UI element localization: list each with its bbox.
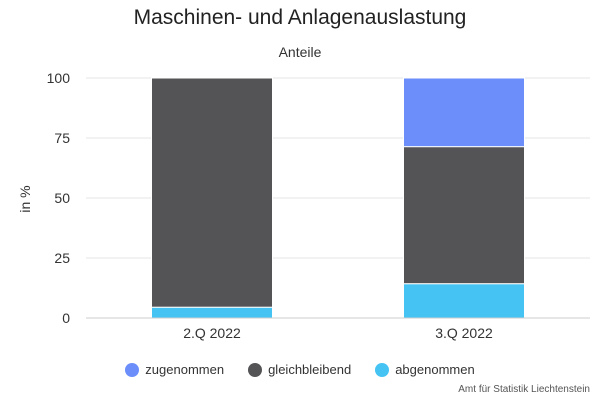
legend-marker	[248, 362, 263, 377]
legend-item[interactable]: gleichbleibend	[248, 362, 351, 377]
y-axis-label: in %	[17, 185, 33, 212]
bar-segment-abgenommen	[151, 306, 273, 319]
x-axis-ticks: 2.Q 2022 3.Q 2022	[183, 325, 493, 341]
x-tick-label: 2.Q 2022	[183, 325, 241, 341]
chart-subtitle: Anteile	[278, 44, 322, 60]
legend-item[interactable]: zugenommen	[125, 362, 224, 377]
legend-marker	[375, 362, 390, 377]
legend-label: abgenommen	[395, 362, 475, 377]
credits: Amt für Statistik Liechtenstein	[458, 384, 590, 395]
bar-segment-gleichbleibend	[151, 77, 273, 308]
legend-item[interactable]: abgenommen	[375, 362, 475, 377]
bar-segment-zugenommen	[403, 77, 525, 148]
chart-title: Maschinen- und Anlagenauslastung	[133, 6, 467, 29]
legend-label: zugenommen	[145, 362, 225, 377]
y-tick-label: 50	[54, 190, 70, 206]
y-tick-label: 100	[47, 70, 71, 86]
bar-segment-abgenommen	[403, 283, 525, 319]
legend: zugenommen gleichbleibend abgenommen	[0, 362, 600, 377]
legend-marker	[125, 362, 140, 377]
legend-label: gleichbleibend	[268, 362, 352, 377]
bar-segment-gleichbleibend	[403, 146, 525, 285]
x-tick-label: 3.Q 2022	[435, 325, 493, 341]
y-axis-ticks: 0 25 50 75 100	[47, 70, 71, 326]
y-tick-label: 0	[62, 310, 70, 326]
y-tick-label: 25	[54, 250, 70, 266]
y-tick-label: 75	[54, 130, 70, 146]
bars	[151, 77, 525, 319]
